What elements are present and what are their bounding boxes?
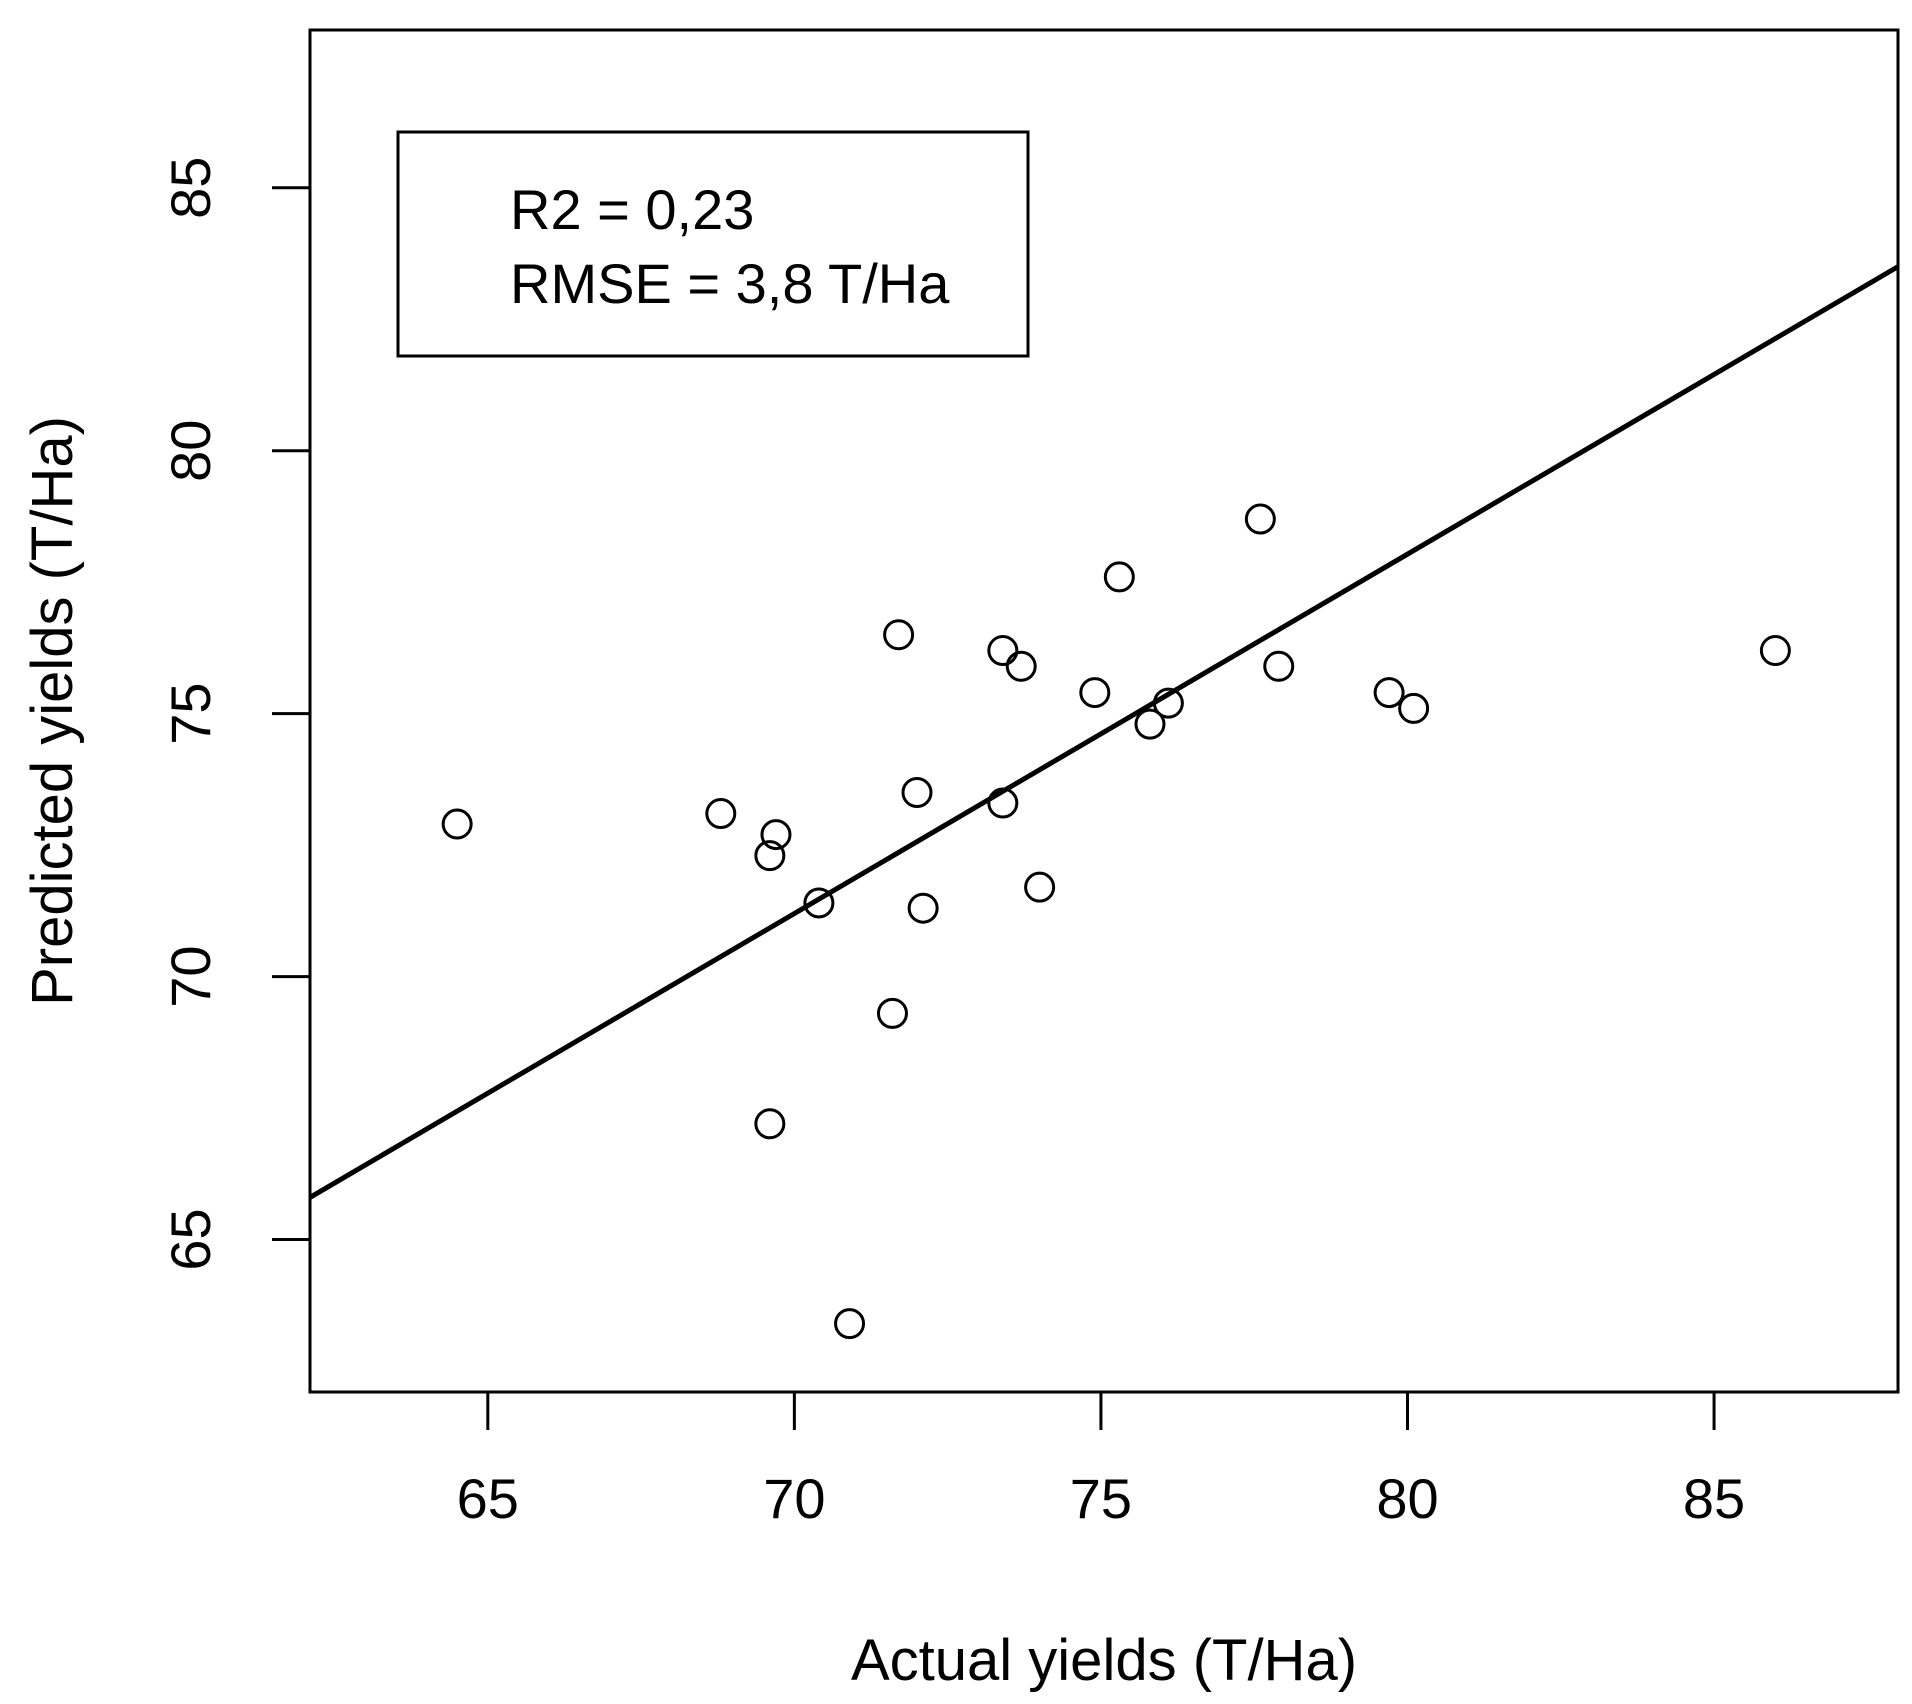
y-tick-label-70: 70 (159, 945, 222, 1007)
data-point (883, 619, 915, 651)
y-tick-label-80: 80 (159, 420, 222, 482)
stats-annotation-box (396, 130, 1030, 358)
regression-line (308, 264, 1900, 1200)
data-point (1373, 677, 1405, 709)
data-point (441, 808, 473, 840)
rmse-label: RMSE = 3,8 T/Ha (510, 252, 950, 315)
r2-label: R2 = 0,23 (510, 178, 754, 241)
data-point (1398, 692, 1430, 724)
data-point (1244, 503, 1276, 535)
x-tick-label-75: 75 (1070, 1467, 1132, 1530)
data-point (754, 840, 786, 872)
data-point (803, 887, 835, 919)
x-axis: 65 70 75 80 85 (457, 1392, 1745, 1530)
data-point (1152, 687, 1184, 719)
x-axis-title: Actual yields (T/Ha) (851, 1628, 1357, 1693)
y-tick-label-85: 85 (159, 157, 222, 219)
data-point (987, 787, 1019, 819)
stats-annotation: R2 = 0,23 RMSE = 3,8 T/Ha (396, 130, 1030, 358)
data-point (901, 777, 933, 809)
data-point (1079, 677, 1111, 709)
regression-line-layer (308, 264, 1900, 1200)
plot-frame (308, 28, 1900, 1394)
x-tick-label-85: 85 (1683, 1467, 1745, 1530)
data-point (834, 1308, 866, 1340)
data-point (1024, 871, 1056, 903)
data-point (1134, 708, 1166, 740)
y-tick-label-75: 75 (159, 682, 222, 744)
data-point (1263, 650, 1295, 682)
y-tick-label-65: 65 (159, 1208, 222, 1270)
data-point (705, 798, 737, 830)
data-point (754, 1108, 786, 1140)
data-point (760, 819, 792, 851)
x-tick-label-65: 65 (457, 1467, 519, 1530)
data-point (1103, 561, 1135, 593)
data-point (987, 635, 1019, 667)
x-tick-label-80: 80 (1376, 1467, 1438, 1530)
data-point (907, 892, 939, 924)
data-point (876, 997, 908, 1029)
data-point (1005, 650, 1037, 682)
y-axis: 65 70 75 80 85 (159, 157, 310, 1271)
data-points (441, 503, 1791, 1340)
x-tick-label-70: 70 (763, 1467, 825, 1530)
y-axis-title: Predicted yields (T/Ha) (20, 416, 85, 1006)
data-point (1759, 635, 1791, 667)
